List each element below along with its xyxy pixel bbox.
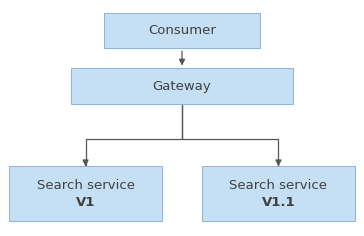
Text: Consumer: Consumer <box>148 24 216 37</box>
Text: Gateway: Gateway <box>153 80 211 93</box>
FancyBboxPatch shape <box>71 68 293 104</box>
Text: V1.1: V1.1 <box>262 196 295 210</box>
FancyBboxPatch shape <box>202 166 355 221</box>
FancyBboxPatch shape <box>104 13 260 48</box>
Text: Search service: Search service <box>36 179 135 192</box>
FancyBboxPatch shape <box>9 166 162 221</box>
Text: Search service: Search service <box>229 179 328 192</box>
Text: V1: V1 <box>76 196 95 210</box>
